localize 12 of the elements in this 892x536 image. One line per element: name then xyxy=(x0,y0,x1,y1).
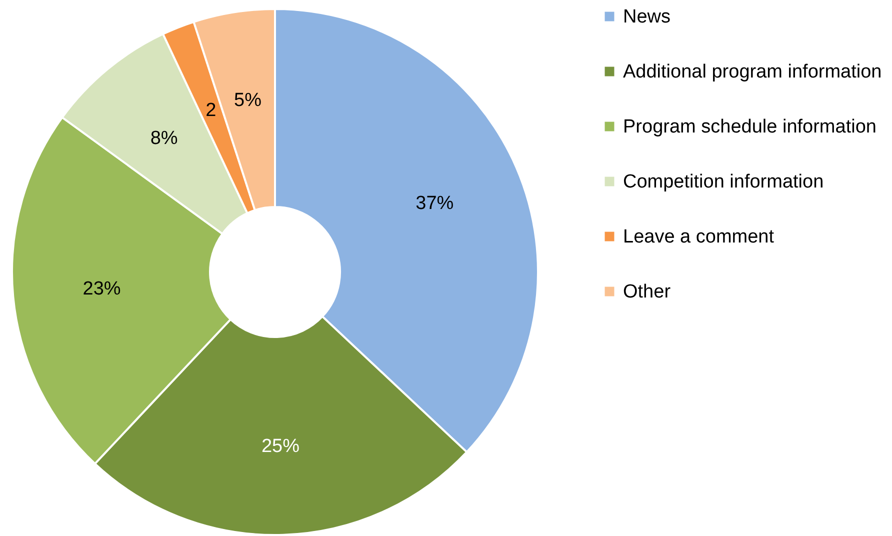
data-label: 2 xyxy=(206,100,216,122)
data-label: 37% xyxy=(416,192,454,214)
data-label: 5% xyxy=(234,90,262,112)
legend-label: News xyxy=(623,6,671,28)
legend-label: Other xyxy=(623,282,672,302)
legend-label: Competition information xyxy=(623,172,824,192)
legend-label: Leave a comment xyxy=(623,226,775,248)
legend-label: Program schedule information xyxy=(623,116,876,138)
data-label: 23% xyxy=(82,278,121,300)
data-label: 25% xyxy=(261,436,300,457)
data-label: 8% xyxy=(150,128,178,149)
legend-label: Additional program information xyxy=(623,62,882,82)
